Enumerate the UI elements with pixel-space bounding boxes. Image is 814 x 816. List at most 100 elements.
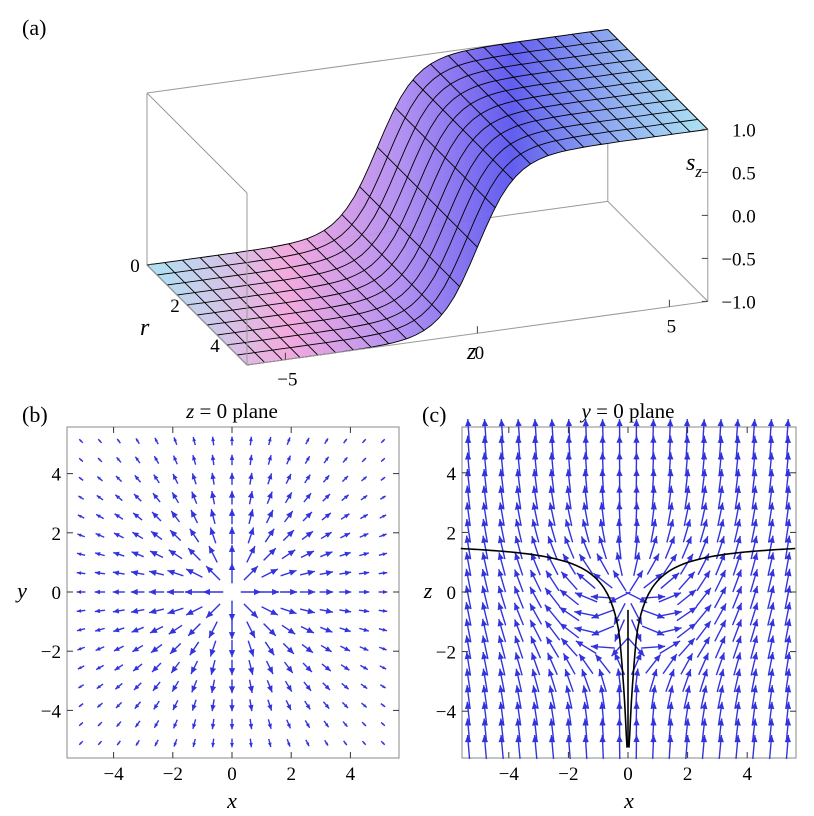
field-arrowhead <box>481 618 488 627</box>
field-arrowhead <box>268 548 276 556</box>
field-arrowhead <box>228 668 236 676</box>
field-arrowhead <box>96 665 101 670</box>
field-arrowhead <box>173 723 178 729</box>
field-arrowhead <box>168 627 177 635</box>
field-arrowhead <box>701 685 708 693</box>
field-arrowhead <box>717 419 724 427</box>
field-arrowhead <box>652 553 660 562</box>
field-arrowhead <box>189 528 197 537</box>
field-arrowhead <box>166 588 174 596</box>
field-arrowhead <box>670 653 677 662</box>
field-arrowhead <box>229 472 235 479</box>
field-arrowhead <box>545 570 553 579</box>
field-arrowhead <box>751 535 759 544</box>
field-arrowhead <box>210 704 216 712</box>
field-arrowhead <box>736 586 742 594</box>
field-arrowhead <box>115 684 121 690</box>
field-arrowhead <box>667 685 675 693</box>
field-arrowhead <box>190 666 197 675</box>
field-arrowhead <box>559 623 568 631</box>
field-arrowhead <box>135 456 140 461</box>
field-arrowhead <box>668 536 675 545</box>
field-arrowhead <box>650 685 658 693</box>
field-arrowhead <box>768 569 775 577</box>
panel-b-title-rest: = 0 plane <box>194 399 278 423</box>
field-arrowhead <box>192 742 197 748</box>
tick-label-y: −2 <box>436 643 456 664</box>
field-arrowhead <box>152 493 159 500</box>
field-arrowhead <box>382 646 387 651</box>
field-arrowhead <box>703 570 711 579</box>
field-arrowhead <box>382 590 388 594</box>
field-arrowhead <box>191 491 197 499</box>
field-arrowhead <box>363 646 369 651</box>
field-arrowhead <box>363 665 368 670</box>
field-arrowhead <box>78 477 82 480</box>
field-arrowhead <box>202 588 210 596</box>
field-arrowhead <box>344 551 351 557</box>
field-arrowhead <box>79 439 82 442</box>
ticks-c: −4 −2 0 2 4 −4 −2 0 2 4 <box>436 427 796 785</box>
field-arrowhead <box>267 704 273 711</box>
field-arrowhead <box>515 419 522 427</box>
field-arrowhead <box>94 608 101 614</box>
field-arrowhead <box>700 419 707 427</box>
field-arrowhead <box>344 723 348 727</box>
field-arrowhead <box>267 647 275 656</box>
tick-label-x: −4 <box>499 764 520 785</box>
field-arrowhead <box>324 703 330 709</box>
field-arrowhead <box>363 495 368 500</box>
field-arrowhead <box>324 684 330 690</box>
field-arrowhead <box>464 635 471 643</box>
field-arrowhead <box>173 437 178 442</box>
field-arrowhead <box>785 668 792 676</box>
field-arrowhead <box>785 552 792 560</box>
field-arrowhead <box>210 454 216 461</box>
field-arrowhead <box>343 684 349 690</box>
mesh-line-r <box>216 98 678 336</box>
field-arrowhead <box>767 435 775 443</box>
field-arrowhead <box>248 454 254 461</box>
field-arrowhead <box>684 701 691 710</box>
field-arrowhead <box>305 665 312 672</box>
mesh-line-r <box>226 108 688 346</box>
surface-ticks: 0 2 4 −5 0 5 1.0 0.5 0.0 −0.5 −1.0 <box>130 120 756 390</box>
field-arrowhead <box>668 519 675 527</box>
field-arrowhead <box>719 586 727 595</box>
field-arrowhead <box>735 535 742 544</box>
field-arrowhead <box>481 668 488 677</box>
tick-label-y: −4 <box>436 702 457 723</box>
mesh-line-r <box>196 78 658 316</box>
field-arrowhead <box>171 511 178 519</box>
field-arrowhead <box>134 494 140 500</box>
vector-plot-c: −4 −2 0 2 4 −4 −2 0 2 4 x z <box>423 419 797 813</box>
field-arrowhead <box>465 735 472 743</box>
field-arrowhead <box>305 723 310 728</box>
field-arrowhead <box>267 742 272 748</box>
field-arrowhead <box>735 635 742 644</box>
field-arrowhead <box>650 419 657 427</box>
field-arrowhead <box>135 723 140 728</box>
field-arrowhead <box>149 569 157 577</box>
field-arrowhead <box>559 607 567 614</box>
field-arrowhead <box>77 514 82 518</box>
field-arrowhead <box>363 704 367 708</box>
field-arrowhead <box>192 723 197 729</box>
field-arrowhead <box>547 536 554 544</box>
field-arrowhead <box>719 603 727 612</box>
field-arrowhead <box>481 535 488 544</box>
field-arrowhead <box>751 701 758 710</box>
field-arrowhead <box>172 704 178 711</box>
field-arrowhead <box>286 455 291 461</box>
field-arrowhead <box>113 532 120 538</box>
field-arrowhead <box>97 723 101 727</box>
field-arrowhead <box>530 636 537 644</box>
field-arrowhead <box>546 636 553 645</box>
field-arrowhead <box>598 685 606 693</box>
tick-label-r: 4 <box>210 336 220 357</box>
field-arrowhead <box>529 603 537 612</box>
arrows-c <box>464 419 792 759</box>
field-arrowhead <box>561 638 569 646</box>
field-arrowhead <box>248 472 254 480</box>
field-arrowhead <box>230 436 234 442</box>
